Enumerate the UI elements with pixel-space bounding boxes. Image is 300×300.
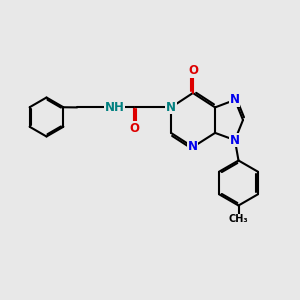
Text: CH₃: CH₃ [229, 214, 248, 224]
Text: NH: NH [105, 101, 125, 114]
Text: O: O [129, 122, 139, 135]
Text: N: N [230, 134, 240, 147]
Text: N: N [230, 93, 240, 106]
Text: N: N [166, 101, 176, 114]
Text: O: O [188, 64, 198, 77]
Text: N: N [188, 140, 198, 154]
